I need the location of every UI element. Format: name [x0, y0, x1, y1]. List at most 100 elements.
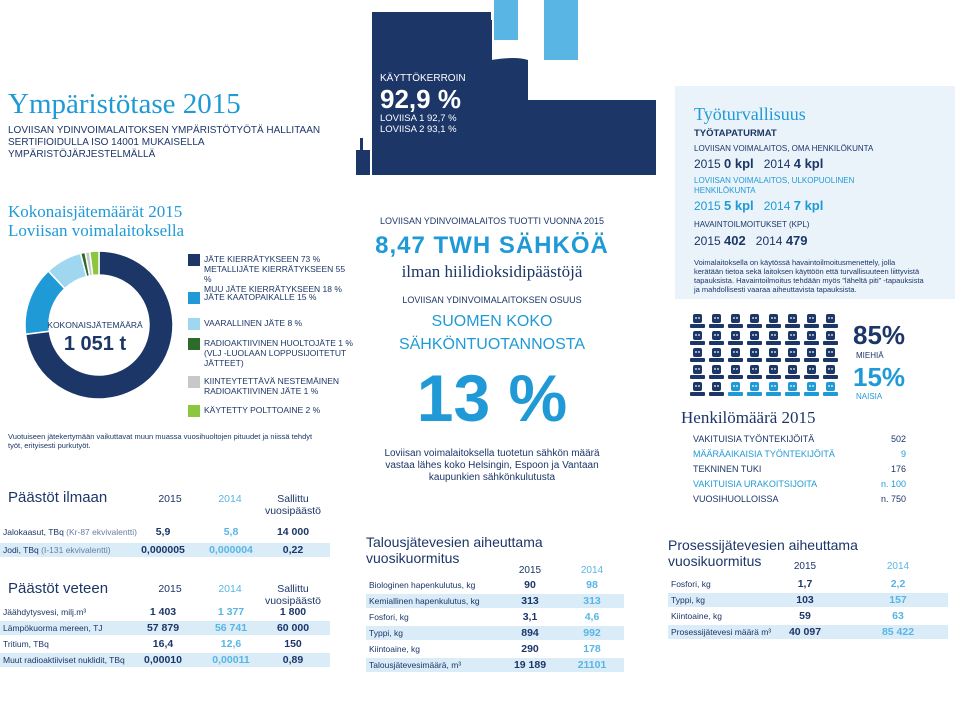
external-staff-label-2: HENKILÖKUNTA	[694, 186, 756, 195]
accidents-heading: TYÖTAPATURMAT	[694, 128, 777, 139]
row-label-text: Jalokaasut, TBq	[3, 527, 64, 537]
donut-total-label: KOKONAISJÄTEMÄÄRÄ	[47, 320, 143, 330]
legend-label: JÄTE KIERRÄTYKSEEN 73 % METALLIJÄTE KIERR…	[204, 254, 354, 294]
value-2015: 894	[521, 627, 539, 639]
process-col-2014: 2014	[886, 561, 910, 572]
table-row: Talousjätevesimäärä, m³ 19 189 21101	[366, 658, 624, 672]
man-icon	[728, 348, 743, 362]
table-row: Tritium, TBq 16,4 12,6 150	[0, 637, 330, 651]
observations-label: HAVAINTOILMOITUKSET (kpl)	[694, 220, 810, 229]
own-staff-values: 2015 0 kpl 2014 4 kpl	[694, 156, 823, 171]
legend-label-line: METALLIJÄTE KIERRÄTYKSEEN 55 %	[204, 264, 346, 284]
row-label: Kiintoaine, kg	[369, 644, 421, 654]
table-row: Jalokaasut, TBq (Kr-87 ekvivalentti) 5,9 5…	[0, 525, 330, 539]
man-icon	[728, 365, 743, 379]
water-emissions-title: Päästöt veteen	[8, 580, 109, 597]
man-icon	[804, 331, 819, 345]
table-row: Lämpökuorma mereen, TJ 57 879 56 741 60 000	[0, 621, 330, 635]
table-row: Kiintoaine, kg 59 63	[668, 609, 948, 623]
legend-swatch	[188, 338, 200, 350]
legend-label-line: JÄTE KIERRÄTYKSEEN 73 %	[204, 254, 321, 264]
man-icon	[690, 348, 705, 362]
woman-icon	[728, 382, 743, 396]
sanitary-title-line-2: vuosikuormitus	[366, 550, 460, 566]
value-allowed: 1 800	[279, 606, 307, 618]
value-2014: 0,000004	[209, 544, 253, 556]
page-subtitle: LOVIISAN YDINVOIMALAITOKSEN YMPÄRISTÖTYÖ…	[8, 125, 321, 160]
legend-swatch	[188, 405, 200, 417]
staff-row: TEKNINEN TUKI 176	[681, 462, 906, 476]
row-label-text: Jodi, TBq	[3, 545, 39, 555]
man-icon	[804, 314, 819, 328]
obs-2014-value: 479	[785, 233, 808, 248]
share-text-line-1: SUOMEN KOKO	[431, 313, 553, 330]
value-2014: 1 377	[217, 606, 245, 618]
row-label: Jodi, TBq (I-131 ekvivalentti)	[3, 543, 111, 557]
production-subtitle: ilman hiilidioksidipäästöjä	[401, 262, 583, 281]
row-label: Typpi, kg	[369, 628, 404, 638]
waste-title-line-2: Loviisan voimalaitoksella	[8, 221, 185, 240]
value-2014: 157	[889, 594, 907, 606]
man-icon	[823, 348, 838, 362]
man-icon	[709, 382, 724, 396]
value-allowed: 0,89	[282, 654, 304, 666]
man-icon	[747, 348, 762, 362]
legend-swatch	[188, 292, 200, 304]
woman-icon	[785, 382, 800, 396]
value-2014: 12,6	[220, 638, 242, 650]
staff-row: VUOSIHUOLLOISSA n. 750	[681, 492, 906, 506]
man-icon	[747, 314, 762, 328]
row-label: Jalokaasut, TBq (Kr-87 ekvivalentti)	[3, 525, 137, 539]
ext-2014-value: 7 kpl	[793, 198, 824, 213]
sanitary-title-line-1: Talousjätevesien aiheuttama	[366, 534, 543, 550]
staff-row-label: VUOSIHUOLLOISSA	[693, 494, 779, 504]
sanitary-wastewater-title: Talousjätevesien aiheuttama vuosikuormit…	[366, 534, 543, 566]
man-icon	[823, 365, 838, 379]
value-2014: 63	[892, 610, 904, 622]
legend-label: RADIOAKTIIVINEN HUOLTOJÄTE 1 % (VLJ -LUOL…	[204, 338, 354, 368]
man-icon	[747, 331, 762, 345]
external-staff-label-1: LOVIISAN VOIMALAITOS, ULKOPUOLINEN	[694, 176, 855, 185]
woman-icon	[804, 382, 819, 396]
row-label: Kiintoaine, kg	[671, 611, 723, 621]
own-2014-value: 4 kpl	[793, 156, 824, 171]
row-label: Talousjätevesimäärä, m³	[369, 660, 462, 670]
air-col-allowed-2: vuosipäästö	[264, 505, 322, 517]
safety-title: Työturvallisuus	[694, 104, 806, 124]
table-row: Typpi, kg 894 992	[366, 626, 624, 640]
capacity-factor-label: KÄYTTÖKERROIN	[380, 73, 466, 84]
row-label: Kemiallinen hapenkulutus, kg	[369, 596, 480, 606]
row-label: Muut radioaktiiviset nuklidit, TBq	[3, 653, 125, 667]
water-col-2014: 2014	[218, 583, 242, 595]
value-2014: 4,6	[584, 611, 600, 623]
staff-row-value: n. 750	[880, 494, 906, 504]
row-label-extra: (Kr-87 ekvivalentti)	[63, 527, 138, 537]
woman-icon	[823, 382, 838, 396]
value-allowed: 60 000	[276, 622, 310, 634]
man-icon	[766, 365, 781, 379]
own-2015-year: 2015	[694, 157, 721, 171]
man-icon	[709, 314, 724, 328]
staff-row-label: TEKNINEN TUKI	[693, 464, 762, 474]
staff-row-value: n. 100	[880, 479, 906, 489]
ext-2015-year: 2015	[694, 199, 721, 213]
own-2014-year: 2014	[763, 157, 791, 171]
external-staff-values: 2015 5 kpl 2014 7 kpl	[694, 198, 823, 213]
external-staff-label: LOVIISAN VOIMALAITOS, ULKOPUOLINEN HENKI…	[694, 176, 854, 196]
obs-2015-value: 402	[724, 233, 746, 248]
man-icon	[709, 348, 724, 362]
staff-row-value: 502	[890, 434, 906, 444]
staff-row-label: VAKITUISIA TYÖNTEKIJÖITÄ	[693, 434, 815, 444]
value-2015: 1,7	[797, 578, 813, 590]
staff-row-label: VAKITUISIA URAKOITSIJOITA	[693, 479, 818, 489]
table-row: Kiintoaine, kg 290 178	[366, 642, 624, 656]
share-percentage: 13 %	[416, 361, 568, 435]
row-label-text: Muut radioaktiiviset nuklidit, TBq	[3, 655, 125, 665]
capacity-loviisa-2: LOVIISA 2 93,1 %	[380, 124, 457, 135]
row-label: Biologinen hapenkulutus, kg	[369, 580, 476, 590]
process-wastewater-title: Prosessijätevesien aiheuttama vuosikuorm…	[668, 537, 858, 569]
value-2015: 90	[524, 579, 536, 591]
value-2015: 0,000005	[141, 544, 185, 556]
ext-2015-value: 5 kpl	[724, 198, 754, 213]
sanitary-col-2014: 2014	[580, 565, 604, 576]
